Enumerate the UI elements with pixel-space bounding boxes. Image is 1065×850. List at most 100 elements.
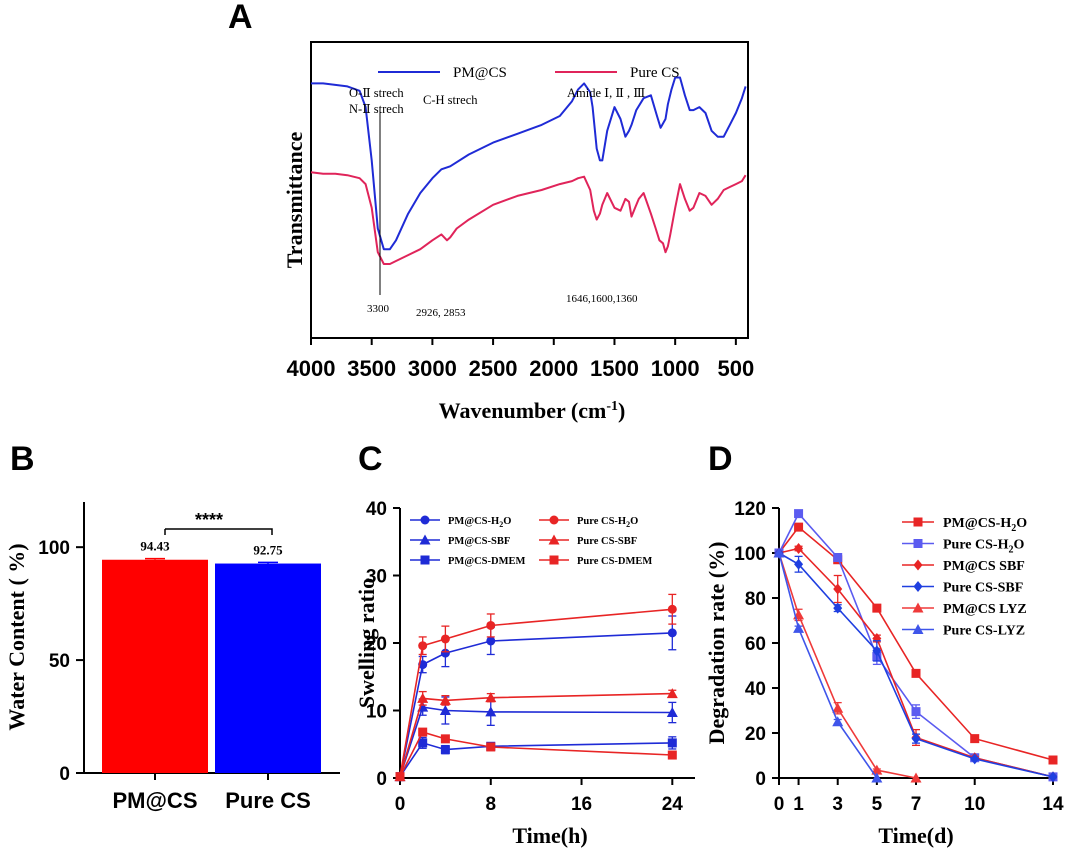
legend-label-main: PM@CS-H [448,516,499,527]
panel-d-point-pm-cs-h2o [872,603,882,613]
panel-c-y-tick-label: 40 [366,499,387,520]
panel-d-y-axis-title: Degradation rate (%) [704,542,729,745]
panel-d-point-pure-cs-lyz [832,716,844,727]
bar-value-label: 94.43 [140,539,170,554]
panel-b-category-label: PM@CS [112,788,197,813]
panel-b-bar-chart: Water Content ( %) 0 50 100 94.43 PM@CS 92.7… [4,502,340,813]
panel-d-point-pm-cs-sbf [833,583,843,595]
panel-d-legend-marker-pure-cs-h2o [913,539,923,548]
panel-c-swelling-chart: Swelling ratio Time(h) 0 10 20 30 40 0 8 16 24 P… [354,499,695,848]
panel-a-plot-frame [310,41,749,339]
panel-d-point-pm-cs-lyz [910,772,922,783]
bar-pure-cs [215,563,321,773]
legend-label-main: PM@CS LYZ [943,602,1027,617]
legend-label-main: PM@CS-DMEM [448,556,526,567]
legend-label-main: Pure CS-SBF [577,536,637,547]
panel-d-y-tick-label: 100 [734,544,766,565]
panel-c-point-pure-cs-sbf [666,688,678,699]
panel-c-point-pm-cs-h2o [440,648,450,658]
panel-d-x-tick-label: 7 [911,794,922,815]
panel-c-point-pm-cs-dmem [418,738,428,748]
legend-label-main: Pure CS-H [943,538,1009,553]
panel-d-point-pm-cs-h2o [1048,755,1058,765]
panel-a-ftir-chart: Transmittance Wavenumber (cm-1) 4000 3500… [282,41,754,423]
panel-c-point-pure-cs-h2o [667,604,677,614]
panel-d-x-tick-label: 3 [832,794,843,815]
legend-label-main: Pure CS-H [577,516,626,527]
panel-d-point-pure-cs-h2o [911,707,921,717]
panel-letter-a: A [228,0,253,36]
legend-label-purecs: Pure CS [630,65,680,81]
panel-d-x-tick-label: 10 [964,794,985,815]
panel-d-point-pure-cs-h2o [833,553,843,562]
legend-label-main: Pure CS-SBF [943,581,1023,596]
panel-c-line-pm-cs-sbf [399,706,673,777]
legend-label-tail: O [1016,516,1027,531]
panel-c-point-pure-cs-h2o [486,620,496,630]
panel-b-category-label: Pure CS [225,788,311,813]
panel-letter-b: B [10,440,35,478]
legend-label-main: PM@CS-SBF [448,536,510,547]
panel-d-point-pm-cs-lyz [832,702,844,713]
legend-label-sub: 2 [1011,523,1016,534]
panel-a-x-tick-label: 1500 [590,356,639,381]
panel-d-x-tick-label: 1 [793,794,804,815]
panel-d-degradation-chart: Degradation rate (%) Time(d) 02040608010… [704,499,1064,848]
panel-c-line-pure-cs-sbf [399,692,673,777]
panel-a-series-pm-cs [311,76,747,251]
panel-c-point-pure-cs-dmem [395,772,405,782]
legend-label-main: PM@CS SBF [943,559,1025,574]
panel-d-point-pm-cs-lyz [871,764,883,775]
panel-c-legend-marker-pure-cs-dmem [549,555,559,565]
panel-c-legend-label: PM@CS-H2O [448,516,511,529]
panel-d-legend-marker-pure-cs-sbf [913,581,923,592]
panel-c-y-tick-label: 10 [366,702,387,723]
panel-c-point-pure-cs-dmem [418,727,428,737]
panel-a-x-tick-label: 2500 [469,356,518,381]
panel-c-point-pm-cs-sbf [485,706,497,717]
panel-c-point-pm-cs-sbf [666,707,678,718]
panel-b-y-tick-label: 0 [59,764,70,785]
panel-c-legend-marker-pure-cs-sbf [548,534,560,545]
panel-a-x-tick-label: 1000 [651,356,700,381]
panel-letter-c: C [358,440,383,478]
panel-c-point-pm-cs-h2o [486,636,496,646]
panel-d-point-pure-cs-sbf [833,602,843,614]
panel-d-y-tick-label: 0 [755,769,766,790]
panel-c-point-pure-cs-sbf [417,692,429,703]
panel-c-point-pure-cs-dmem [440,734,450,744]
panel-c-legend-marker-pure-cs-h2o [549,515,559,525]
panel-d-legend-label: PM@CS SBF [943,559,1025,574]
panel-d-legend-label: Pure CS-SBF [943,581,1023,596]
panel-c-y-axis-title: Swelling ratio [354,578,379,708]
bar-pm-cs [102,559,208,773]
panel-d-legend-marker-pm-cs-h2o [913,517,923,527]
panel-d-x-tick-label: 14 [1042,794,1064,815]
panel-c-x-tick-label: 24 [662,794,684,815]
panel-c-point-pm-cs-dmem [667,738,677,748]
panel-d-x-tick-label: 5 [872,794,883,815]
panel-b-y-tick-label: 100 [38,538,70,559]
legend-label-tail: O [503,516,511,527]
panel-a-y-axis-title: Transmittance [282,132,307,269]
panel-d-point-pm-cs-h2o [911,668,921,678]
panel-c-legend-marker-pm-cs-h2o [420,515,430,525]
panel-c-y-tick-label: 0 [376,769,387,790]
bar-value-label: 92.75 [253,543,283,558]
panel-c-series [394,593,678,782]
panel-c-x-axis-title: Time(h) [512,823,587,848]
panel-d-point-pure-cs-lyz [871,772,883,783]
legend-label-main: Pure CS-DMEM [577,556,652,567]
panel-d-point-pure-cs-sbf [872,645,882,657]
legend-label-sub: 2 [626,520,630,529]
panel-c-legend-label: PM@CS-DMEM [448,556,526,567]
panel-d-legend-marker-pm-cs-sbf [913,559,923,571]
panel-d-point-pm-cs-h2o [970,734,980,744]
panel-d-y-tick-label: 60 [745,634,766,655]
panel-d-legend-label: Pure CS-H2O [943,538,1024,556]
panel-c-point-pure-cs-dmem [667,750,677,760]
panel-d-y-tick-label: 40 [745,679,766,700]
